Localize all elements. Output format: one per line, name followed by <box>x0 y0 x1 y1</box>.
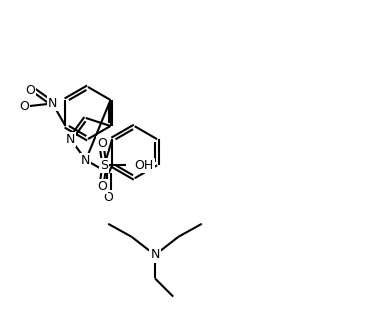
Text: OH: OH <box>134 159 154 172</box>
Text: N: N <box>81 153 90 167</box>
Text: O: O <box>97 137 107 150</box>
Text: S: S <box>100 159 108 172</box>
Text: N: N <box>66 132 75 145</box>
Text: N: N <box>150 248 160 262</box>
Text: N: N <box>48 97 57 110</box>
Text: O: O <box>25 84 35 97</box>
Text: O: O <box>97 181 107 193</box>
Text: O: O <box>104 191 113 204</box>
Text: O: O <box>19 99 29 113</box>
